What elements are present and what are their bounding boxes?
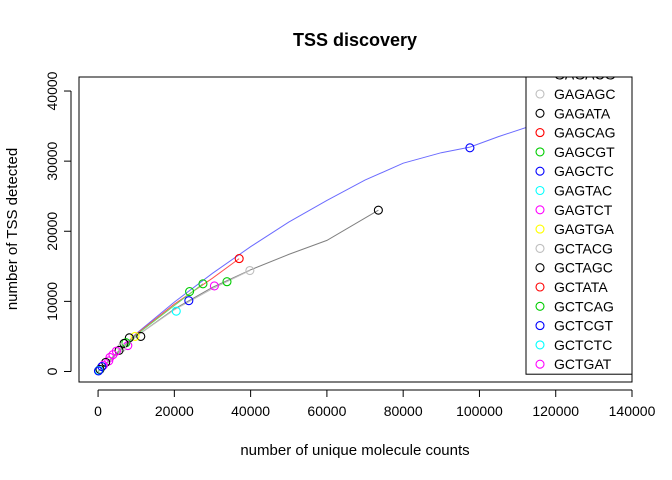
legend-marker xyxy=(535,301,545,311)
plot-frame xyxy=(78,76,633,383)
legend-label: GAGATA xyxy=(554,105,611,121)
legend-label: GAGTGA xyxy=(554,221,615,237)
legend-label: GAGTAC xyxy=(554,183,612,199)
x-tick-label: 100000 xyxy=(456,403,503,419)
legend-marker xyxy=(535,340,545,350)
x-tick-label: 20000 xyxy=(155,403,194,419)
legend-marker xyxy=(535,224,545,234)
legend-label: GAGCAG xyxy=(554,125,615,141)
x-tick-label: 120000 xyxy=(532,403,579,419)
legend-label: GCTCGT xyxy=(554,318,614,334)
data-point xyxy=(108,350,118,360)
fit-curve xyxy=(97,270,251,372)
legend-label: GAGCGT xyxy=(554,144,615,160)
legend-label: GCTACG xyxy=(554,240,613,256)
x-tick-label: 40000 xyxy=(231,403,270,419)
legend-marker xyxy=(535,205,545,215)
data-point xyxy=(234,254,244,264)
legend-label: GCTCAG xyxy=(554,298,614,314)
legend-label: GAGACG xyxy=(554,67,615,83)
data-point xyxy=(373,205,383,215)
legend-label: GCTAGC xyxy=(554,260,613,276)
x-tick-label: 0 xyxy=(94,403,102,419)
legend-marker xyxy=(535,321,545,331)
legend-marker xyxy=(535,243,545,253)
data-point xyxy=(185,287,195,297)
data-point xyxy=(245,265,255,276)
legend: GAGACG GAGAGC GAGATA GAGCAG GAGCGT GAGCTC GAGT… xyxy=(525,67,632,375)
x-tick-label: 60000 xyxy=(307,403,346,419)
data-point xyxy=(130,331,140,341)
y-axis-label: number of TSS detected xyxy=(4,148,21,310)
data-point xyxy=(184,296,194,306)
legend-marker xyxy=(535,147,545,157)
legend-marker xyxy=(535,359,545,369)
legend-marker xyxy=(535,166,545,176)
fit-curve xyxy=(97,116,556,372)
legend-marker xyxy=(535,108,545,118)
x-tick-label: 140000 xyxy=(609,403,656,419)
x-axis: 0 20000 40000 60000 80000 100000 120000 140000 xyxy=(94,389,656,419)
data-point xyxy=(465,143,475,153)
y-tick-label: 0 xyxy=(44,367,60,375)
legend-label: GAGCTC xyxy=(554,163,614,179)
legend-label: GCTGAT xyxy=(554,356,612,372)
legend-label: GCTCTC xyxy=(554,337,612,353)
legend-label: GCTATA xyxy=(554,279,608,295)
x-tick-label: 80000 xyxy=(384,403,423,419)
data-point xyxy=(93,366,104,376)
legend-marker xyxy=(535,263,545,273)
y-tick-label: 10000 xyxy=(44,282,60,321)
legend-marker xyxy=(535,128,545,138)
fit-curves xyxy=(97,116,556,372)
legend-label: GAGTCT xyxy=(554,202,613,218)
y-axis: 0 10000 20000 30000 40000 xyxy=(44,71,72,375)
data-point xyxy=(222,277,232,287)
legend-marker xyxy=(535,282,545,292)
y-tick-label: 20000 xyxy=(44,212,60,251)
y-tick-label: 40000 xyxy=(44,71,60,110)
x-axis-label: number of unique molecule counts xyxy=(240,442,469,459)
legend-label: GAGAGC xyxy=(554,86,615,102)
fit-curve xyxy=(97,209,379,372)
data-point xyxy=(95,364,105,374)
chart-title: TSS discovery xyxy=(293,30,417,50)
data-point xyxy=(171,306,181,316)
legend-marker xyxy=(535,89,545,99)
y-tick-label: 30000 xyxy=(44,141,60,180)
legend-marker xyxy=(535,185,545,196)
data-point xyxy=(198,279,208,289)
data-point xyxy=(136,331,146,341)
data-points xyxy=(93,143,475,376)
data-point xyxy=(209,281,219,291)
